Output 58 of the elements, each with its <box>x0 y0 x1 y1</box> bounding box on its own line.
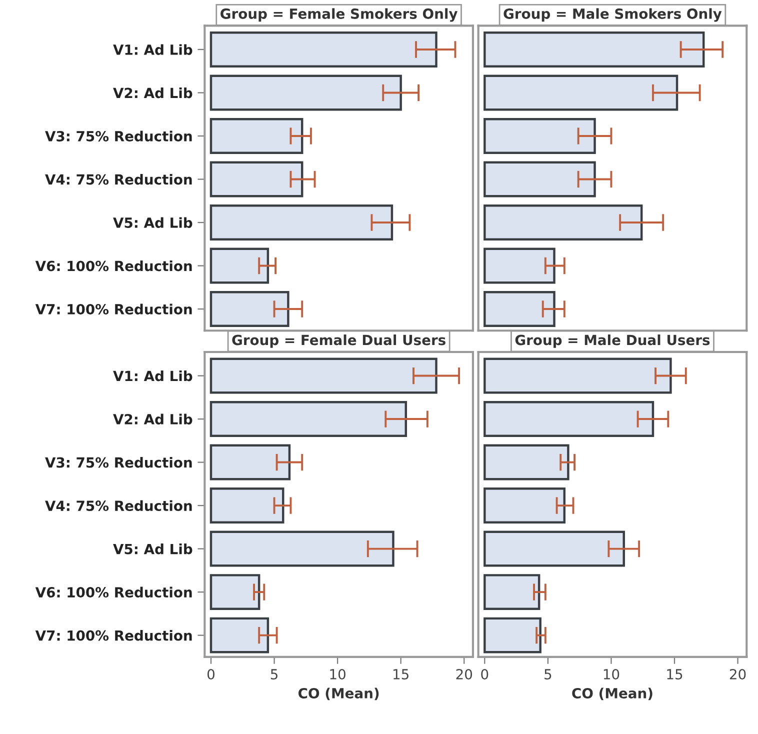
y-tick-label: V7: 100% Reduction <box>35 630 192 641</box>
x-tick-label: 15 <box>667 669 682 680</box>
bar <box>210 444 291 480</box>
bar <box>210 118 304 154</box>
x-axis-title: CO (Mean) <box>298 688 379 700</box>
y-tick-label: V4: 75% Reduction <box>45 500 192 512</box>
x-tick-label: 0 <box>207 668 214 680</box>
bar <box>210 574 260 610</box>
x-tick-label: 20 <box>730 668 746 680</box>
bar <box>484 574 540 610</box>
x-tick-label: 20 <box>456 668 472 680</box>
bar <box>484 204 643 240</box>
x-tick-label: 10 <box>604 668 620 680</box>
bar <box>210 358 438 394</box>
bar <box>484 358 672 394</box>
bar <box>210 488 284 524</box>
bar <box>484 444 570 480</box>
y-tick-label: V3: 75% Reduction <box>45 130 192 142</box>
bar <box>484 118 596 154</box>
bar <box>210 161 304 198</box>
bar <box>484 248 556 284</box>
y-tick-label: V6: 100% Reduction <box>35 260 192 272</box>
y-tick-label: V1: Ad Lib <box>113 370 192 382</box>
y-tick-label: V5: Ad Lib <box>113 544 192 554</box>
bar <box>484 291 556 327</box>
x-axis-title: CO (Mean) <box>572 688 652 700</box>
bar <box>484 401 654 438</box>
y-tick-label: V5: Ad Lib <box>113 217 192 228</box>
chart-title: Group = Female Dual Users <box>232 334 446 348</box>
y-tick-label: V2: Ad Lib <box>113 87 192 98</box>
bar <box>484 488 566 524</box>
bar <box>210 617 270 654</box>
bar <box>210 248 270 284</box>
x-tick-label: 5 <box>270 669 278 680</box>
bar <box>210 74 402 111</box>
chart-title: Group = Male Dual Users <box>515 334 710 348</box>
bar <box>210 204 394 240</box>
chart-title: Group = Female Smokers Only <box>220 8 458 22</box>
bar <box>210 291 290 327</box>
y-tick-label: V6: 100% Reduction <box>35 586 192 598</box>
bar <box>210 32 438 68</box>
y-tick-label: V1: Ad Lib <box>113 44 192 55</box>
bar <box>484 530 625 567</box>
y-tick-label: V7: 100% Reduction <box>35 304 192 314</box>
bar <box>484 74 678 111</box>
bar <box>210 401 407 438</box>
bar <box>484 617 542 654</box>
y-tick-label: V4: 75% Reduction <box>45 174 192 185</box>
bar <box>484 161 596 198</box>
x-tick-label: 10 <box>330 668 346 680</box>
x-tick-label: 5 <box>544 669 552 680</box>
y-tick-label: V3: 75% Reduction <box>45 457 192 468</box>
y-tick-label: V2: Ad Lib <box>113 414 192 424</box>
bar <box>210 530 394 567</box>
bar <box>484 32 705 68</box>
chart-title: Group = Male Smokers Only <box>504 8 722 22</box>
x-tick-label: 15 <box>394 669 408 680</box>
x-tick-label: 0 <box>481 668 488 680</box>
